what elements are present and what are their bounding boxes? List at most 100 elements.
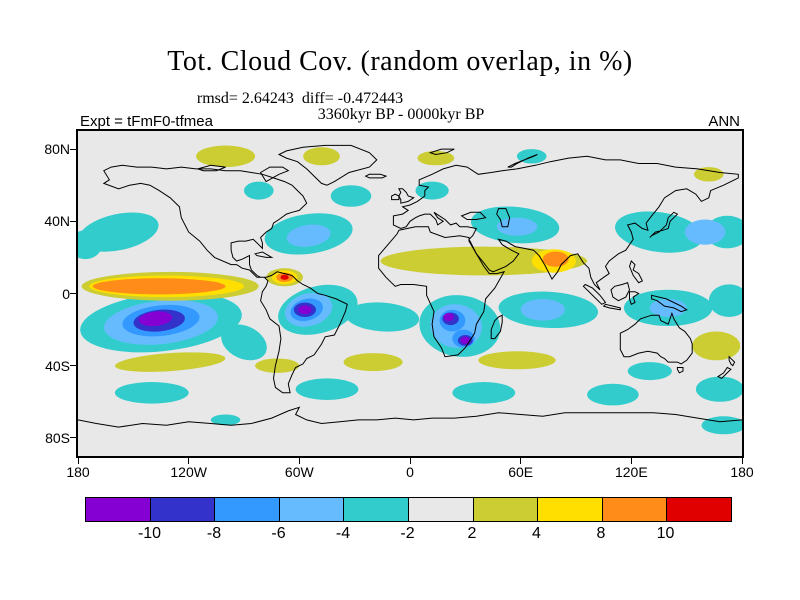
x-tick-label: 60E — [508, 464, 534, 480]
colorbar-tick-label: 8 — [596, 525, 606, 542]
coastline-baffin-island — [259, 166, 290, 183]
anomaly-region — [496, 217, 538, 236]
period-line: 3360kyr BP - 0000kyr BP — [317, 106, 485, 123]
colorbar-cell — [86, 498, 151, 521]
coastline-tasmania — [676, 367, 684, 374]
anomaly-region — [280, 274, 289, 280]
coastline-svalbard — [428, 148, 455, 156]
y-tick-label: 0 — [62, 285, 70, 302]
coastline-java — [602, 303, 621, 311]
anomaly-region — [684, 219, 726, 245]
colorbar-tick-label: -2 — [400, 525, 415, 542]
coastline-great-britain — [398, 188, 415, 204]
colorbar-tick-label: -4 — [335, 525, 351, 542]
x-axis-tick — [630, 458, 632, 464]
anomaly-region — [587, 383, 639, 406]
anomaly-region — [649, 298, 687, 317]
anomaly-region — [298, 305, 312, 315]
x-tick-label: 180 — [730, 464, 754, 480]
y-tick-label: 80S — [45, 429, 70, 446]
anomaly-region — [708, 284, 742, 317]
anomaly-region — [542, 251, 569, 267]
coastline-sumatra — [582, 283, 607, 305]
anomaly-region — [380, 246, 588, 276]
coastline-new-zealand-north — [728, 355, 736, 367]
anomaly-region — [478, 351, 556, 370]
coastline-ireland — [391, 193, 400, 201]
anomaly-region — [330, 185, 372, 207]
anomaly-region — [221, 324, 267, 361]
coastline-australia — [619, 311, 693, 365]
anomaly-region — [286, 224, 331, 247]
x-axis-tick — [520, 458, 522, 464]
x-axis-tick — [409, 458, 411, 464]
y-tick-label: 80N — [44, 141, 70, 158]
stats-line: rmsd= 2.64243 diff= -0.472443 — [196, 90, 404, 107]
coastline-africa — [378, 226, 506, 358]
coastline-iceland — [364, 173, 388, 179]
colorbar-cell — [667, 498, 731, 521]
coastline-japan — [649, 211, 679, 238]
colorbar-cell — [408, 498, 474, 521]
colorbar-cell — [538, 498, 603, 521]
anomaly-region — [255, 358, 300, 373]
anomaly-region — [443, 313, 454, 321]
colorbar-tick-label: -8 — [206, 525, 222, 542]
colorbar-cell — [473, 498, 539, 521]
coastline-new-zealand-south — [716, 366, 732, 380]
anomaly-region — [695, 376, 742, 402]
colorbar-tick-label: -10 — [137, 525, 162, 542]
x-tick-label: 0 — [406, 464, 414, 480]
experiment-label: Expt = tFmF0-tfmea — [80, 113, 213, 130]
y-tick-label: 40S — [45, 357, 70, 374]
coastline-novaya-zemlya — [507, 154, 538, 168]
coastline-sulawesi — [629, 291, 640, 305]
colorbar-cell — [602, 498, 668, 521]
anomaly-region — [295, 378, 359, 400]
colorbar-cell — [150, 498, 216, 521]
coastline-cuba — [254, 251, 274, 258]
anomaly-region — [460, 336, 470, 344]
anomaly-region — [244, 181, 274, 200]
y-tick-label: 40N — [44, 213, 70, 230]
coastline-philippines — [628, 260, 644, 284]
map-plot-svg — [78, 131, 742, 456]
x-axis-tick — [741, 458, 743, 464]
anomaly-region — [196, 145, 256, 168]
colorbar-tick-label: 10 — [656, 525, 675, 542]
colorbar-tick-label: 4 — [532, 525, 541, 542]
coastline-borneo — [610, 282, 631, 302]
x-axis-tick — [77, 458, 79, 464]
colorbar-cell — [344, 498, 409, 521]
anomaly-region — [694, 167, 724, 182]
colorbar-tick-label: -6 — [271, 525, 286, 542]
plot-title: Tot. Cloud Cov. (random overlap, in %) — [167, 46, 633, 77]
anomaly-region — [627, 362, 672, 381]
anomaly-region — [114, 382, 189, 404]
coastline-victoria-island — [196, 164, 226, 172]
map-plot — [76, 129, 744, 458]
anomaly-region — [692, 331, 741, 361]
anomaly-region — [345, 302, 420, 332]
colorbar-cell — [215, 498, 280, 521]
colorbar-cell — [279, 498, 345, 521]
anomaly-region — [138, 311, 173, 327]
coastline-caspian-sea — [496, 208, 511, 228]
coastline-americas — [102, 164, 348, 394]
anomaly-region — [92, 278, 226, 295]
colorbar-tick-label: 2 — [467, 525, 477, 542]
anomaly-region — [303, 147, 340, 166]
coastline-new-guinea — [651, 294, 688, 313]
anomaly-region — [78, 230, 102, 260]
season-label: ANN — [708, 113, 740, 130]
anomaly-region — [417, 150, 455, 166]
colorbar — [85, 497, 732, 522]
coastline-madagascar — [490, 314, 503, 340]
anomaly-region — [115, 352, 226, 372]
x-tick-label: 120W — [170, 464, 207, 480]
coastline-black-sea — [460, 211, 487, 220]
anomaly-region — [452, 382, 516, 404]
x-tick-label: 120E — [614, 464, 648, 480]
x-axis-tick — [188, 458, 190, 464]
anomaly-region — [520, 299, 565, 321]
